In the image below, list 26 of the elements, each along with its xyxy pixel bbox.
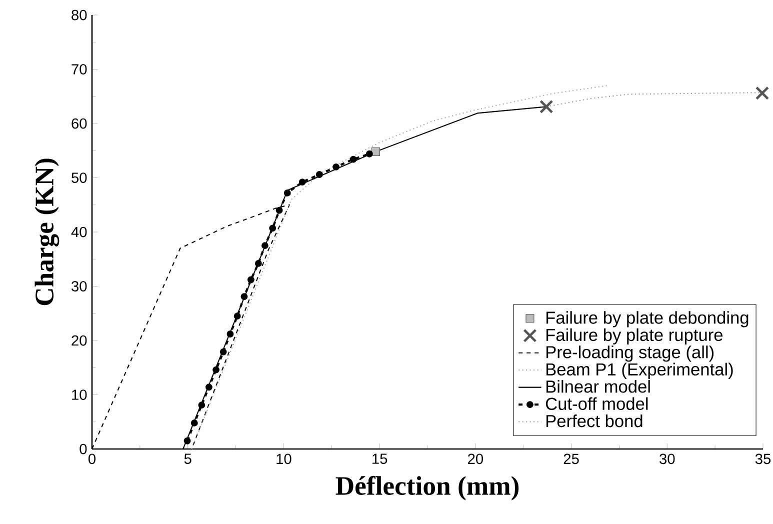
legend-label: Beam P1 (Experimental) <box>546 362 733 379</box>
y-tick-label: 40 <box>71 226 87 238</box>
y-tick-label: 50 <box>72 172 87 183</box>
legend-label: Pre-loading stage (all) <box>546 346 714 362</box>
y-tick-label: 60 <box>72 118 87 129</box>
legend-label: Failure by plate debonding <box>546 311 748 328</box>
y-axis-title: Charge (KN) <box>34 158 60 306</box>
y-tick-label: 10 <box>72 390 87 400</box>
legend-label: Bilnear model <box>546 380 650 393</box>
y-tick-label: 70 <box>72 64 87 74</box>
x-tick-label: 30 <box>660 454 675 464</box>
y-tick-label: 20 <box>72 335 87 346</box>
y-tick-label: 30 <box>72 281 87 292</box>
legend-label: Cut-off model <box>546 397 648 410</box>
x-tick-label: 5 <box>184 454 192 464</box>
x-tick-label: 20 <box>468 454 484 464</box>
legend-label: Failure by plate rupture <box>546 328 723 345</box>
y-tick-label: 80 <box>72 10 87 20</box>
x-tick-label: 15 <box>372 454 388 464</box>
x-axis-title: Déflection (mm) <box>336 476 519 500</box>
x-tick-label: 25 <box>564 454 579 464</box>
x-tick-label: 35 <box>755 454 771 464</box>
legend-label: Perfect bond <box>546 414 642 428</box>
x-tick-label: 0 <box>88 454 96 464</box>
y-tick-label: 0 <box>80 444 87 454</box>
x-tick-label: 10 <box>276 454 292 464</box>
